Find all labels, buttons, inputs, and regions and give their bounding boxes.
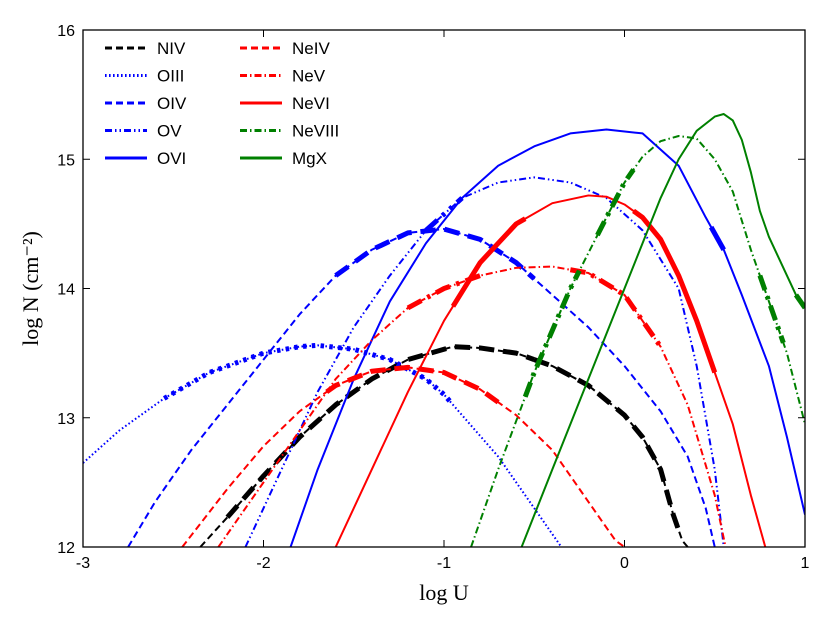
legend-label: OVI [157,149,186,168]
series-bold-oiv-0 [334,226,536,281]
series-bold-niv-0 [225,344,536,519]
legend-item-nevi: NeVI [240,94,330,113]
series-line-nevi [334,194,767,547]
series-line-neiv [181,366,626,547]
legend-label: OIII [157,67,184,86]
series-bold-nevi-0 [450,216,527,308]
series-bold-mgx-0 [793,293,805,310]
x-axis-label: log U [419,580,469,605]
series-bold-ovi-0 [708,225,726,251]
legend-label: OV [157,122,182,141]
x-tick-label: -3 [76,555,90,572]
legend-item-neiv: NeIV [240,39,330,58]
legend-label: MgX [292,149,327,168]
legend-label: OIV [157,94,187,113]
series-bold-niv-1 [533,357,682,532]
y-tick-label: 15 [57,152,75,169]
axis-ticks: -3 -2 -1 0 1 12 13 14 15 16 [57,23,809,572]
series-bold-ov-0 [424,196,464,233]
legend-item-oiii: OIII [105,67,184,86]
plot-lines [83,113,805,547]
legend-item-neviii: NeVIII [240,122,339,141]
y-tick-label: 13 [57,411,75,428]
legend-item-nev: NeV [240,67,326,86]
legend-item-ov: OV [105,122,182,141]
legend-item-ovi: OVI [105,149,186,168]
legend-item-mgx: MgX [240,149,327,168]
series-bold-nev-1 [569,267,663,349]
series-line-mgx [520,113,805,547]
legend-label: NeVIII [292,122,339,141]
series-line-neviii [470,134,805,547]
series-bold-neviii-2 [757,274,786,344]
y-tick-label: 12 [57,540,75,557]
y-tick-label: 16 [57,23,75,40]
series-line-niv [199,345,689,547]
legend-label: NeIV [292,39,330,58]
legend-label: NeV [292,67,326,86]
legend-label: NeVI [292,94,330,113]
series-line-ov [244,176,725,547]
series-bold-neviii-0 [522,269,582,398]
x-tick-label: -2 [256,555,270,572]
series-line-nev [217,265,727,547]
x-tick-label: 0 [620,555,629,572]
y-axis-label: log N (cm⁻²) [18,231,43,346]
x-tick-label: 1 [801,555,810,572]
series-line-oiv [127,228,716,547]
x-tick-label: -1 [437,555,451,572]
series-line-ovi [289,128,805,547]
series-bold-oiii-0 [162,342,455,407]
y-tick-label: 14 [57,282,75,299]
legend-label: NIV [157,39,186,58]
series-bold-neviii-1 [595,168,636,237]
legend-item-niv: NIV [105,39,186,58]
legend: NIV OIII OIV OV OVI NeIV NeV NeVI NeVIII MgX [105,39,339,168]
legend-item-oiv: OIV [105,94,187,113]
series-bold-neiv-0 [325,364,500,405]
series-line-oiii [83,344,563,547]
series-bold-nevi-1 [632,208,718,374]
